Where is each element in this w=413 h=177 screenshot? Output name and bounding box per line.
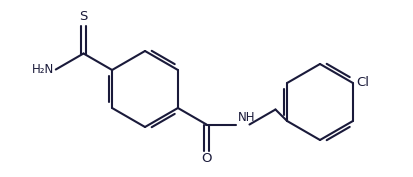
- Text: S: S: [79, 10, 88, 24]
- Text: NH: NH: [237, 110, 255, 124]
- Text: H₂N: H₂N: [31, 63, 54, 76]
- Text: O: O: [201, 153, 212, 165]
- Text: Cl: Cl: [356, 76, 369, 88]
